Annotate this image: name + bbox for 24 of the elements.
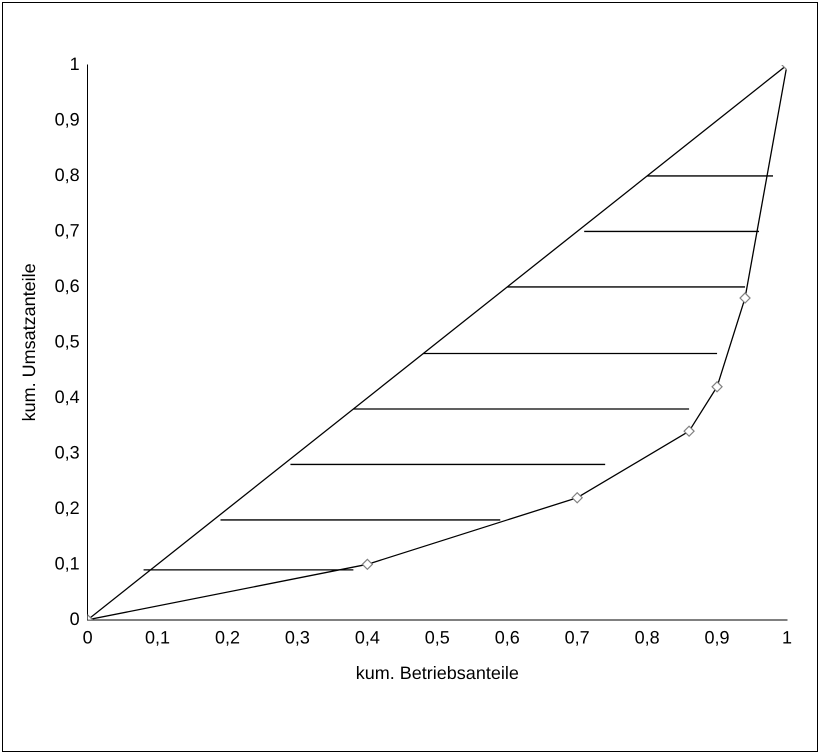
x-tick-label: 0,2 — [214, 628, 240, 648]
x-axis-title: kum. Betriebsanteile — [356, 663, 519, 684]
x-tick-label: 0,5 — [424, 628, 450, 648]
y-tick-label: 0,5 — [54, 331, 80, 352]
x-tick-label: 0,8 — [634, 628, 660, 648]
y-tick-label: 0,6 — [54, 276, 80, 296]
x-tick-label: 0,1 — [145, 628, 170, 648]
y-tick-label: 1 — [70, 54, 80, 74]
y-tick-label: 0,4 — [54, 386, 80, 407]
y-tick-label: 0,3 — [54, 442, 80, 462]
y-tick-label: 0,9 — [54, 109, 80, 130]
x-tick-label: 1 — [782, 628, 792, 648]
y-tick-label: 0,2 — [54, 498, 80, 518]
x-tick-label: 0,4 — [354, 628, 380, 648]
x-tick-label: 0,3 — [284, 628, 310, 648]
x-tick-label: 0,9 — [704, 628, 730, 648]
y-tick-label: 0,1 — [54, 553, 80, 574]
x-tick-label: 0,7 — [564, 628, 590, 648]
y-axis-title: kum. Umsatzanteile — [18, 263, 39, 422]
y-tick-label: 0,8 — [54, 164, 80, 185]
x-tick-label: 0,6 — [494, 628, 520, 648]
y-tick-label: 0,7 — [54, 220, 80, 240]
y-tick-label: 0 — [70, 608, 80, 629]
x-tick-label: 0 — [82, 628, 93, 648]
